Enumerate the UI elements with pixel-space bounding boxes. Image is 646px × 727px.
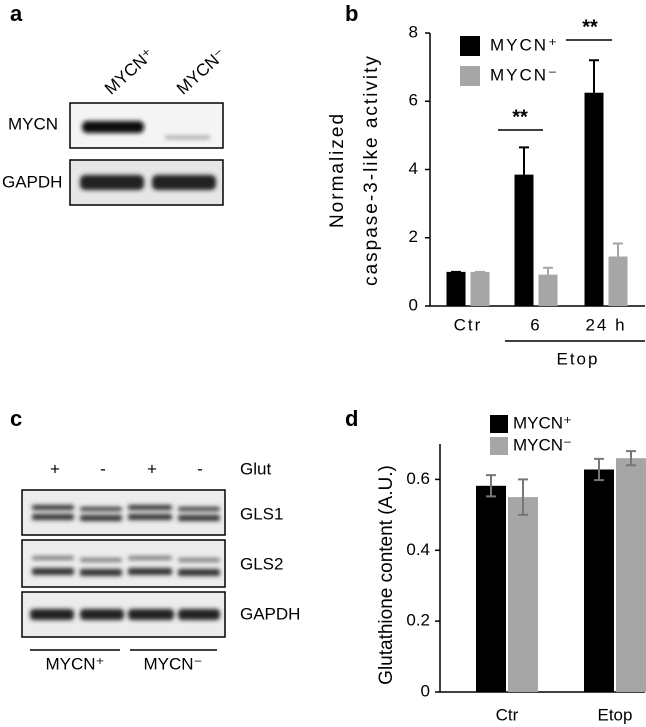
x-tick-label: 24 h <box>585 315 626 334</box>
error-bar <box>518 478 528 516</box>
y-axis-label: Normalized <box>327 112 348 228</box>
x-tick-label: Etop <box>598 705 633 724</box>
y-tick-label: 0.2 <box>406 611 430 630</box>
y-tick-label: 6 <box>409 91 420 110</box>
blot <box>21 489 226 638</box>
x-tick-label: 6 <box>530 315 541 334</box>
legend-label: MYCN⁺ <box>513 413 572 432</box>
y-tick-label: 0.4 <box>406 540 430 559</box>
group-label: MYCN⁺ <box>45 654 104 673</box>
y-tick-label: 2 <box>409 227 420 246</box>
treatment-sign: + <box>50 459 60 478</box>
error-bar <box>589 59 599 93</box>
bar <box>608 256 628 306</box>
lane-label: MYCN⁻ <box>173 45 230 99</box>
y-tick-label: 0.6 <box>406 469 430 488</box>
legend-swatch <box>460 66 480 86</box>
y-tick-label: 0 <box>421 681 430 700</box>
bar <box>446 271 466 306</box>
panel-label: b <box>345 1 358 26</box>
panel-label: d <box>345 406 358 431</box>
error-bar <box>594 457 604 482</box>
legend-label: MYCN⁻ <box>490 65 559 84</box>
error-bar <box>626 450 636 467</box>
bar <box>616 458 646 692</box>
legend-swatch <box>490 437 508 455</box>
treatment-sign: - <box>100 459 106 478</box>
x-tick-label: Ctr <box>496 705 519 724</box>
bar <box>584 92 604 306</box>
lane-label: MYCN⁺ <box>101 45 158 99</box>
group-label: Etop <box>557 349 600 368</box>
bar <box>584 469 614 692</box>
annotation: ** <box>512 106 528 128</box>
x-tick-label: Ctr <box>454 315 483 334</box>
y-tick-label: 4 <box>409 159 420 178</box>
group-label: MYCN⁻ <box>143 654 202 673</box>
bar <box>476 485 506 692</box>
treatment-label: Glut <box>240 459 271 478</box>
y-tick-label: 0 <box>409 295 420 314</box>
y-axis-label: Glutathione content (A.U.) <box>376 465 397 685</box>
error-bar <box>486 474 496 498</box>
y-tick-label: 8 <box>409 22 420 41</box>
bar <box>538 274 558 306</box>
treatment-sign: + <box>147 459 157 478</box>
error-bar <box>613 242 623 257</box>
treatment-sign: - <box>197 459 203 478</box>
row-label: GLS2 <box>240 554 283 573</box>
annotation: ** <box>582 16 598 38</box>
legend-label: MYCN⁺ <box>490 35 559 54</box>
panel-label: a <box>10 1 23 26</box>
row-label: GAPDH <box>2 172 62 191</box>
row-label: GLS1 <box>240 504 283 523</box>
y-axis-label: caspase-3-like activity <box>361 54 382 286</box>
legend-swatch <box>460 36 480 56</box>
bar <box>508 497 538 692</box>
legend-label: MYCN⁻ <box>513 435 572 454</box>
bar <box>470 271 490 306</box>
error-bar <box>543 266 553 275</box>
panel-label: c <box>10 406 22 431</box>
row-label: MYCN <box>8 114 58 133</box>
legend-swatch <box>490 415 508 433</box>
blot <box>69 102 224 206</box>
error-bar <box>519 146 529 175</box>
bar <box>514 174 534 306</box>
row-label: GAPDH <box>240 604 300 623</box>
